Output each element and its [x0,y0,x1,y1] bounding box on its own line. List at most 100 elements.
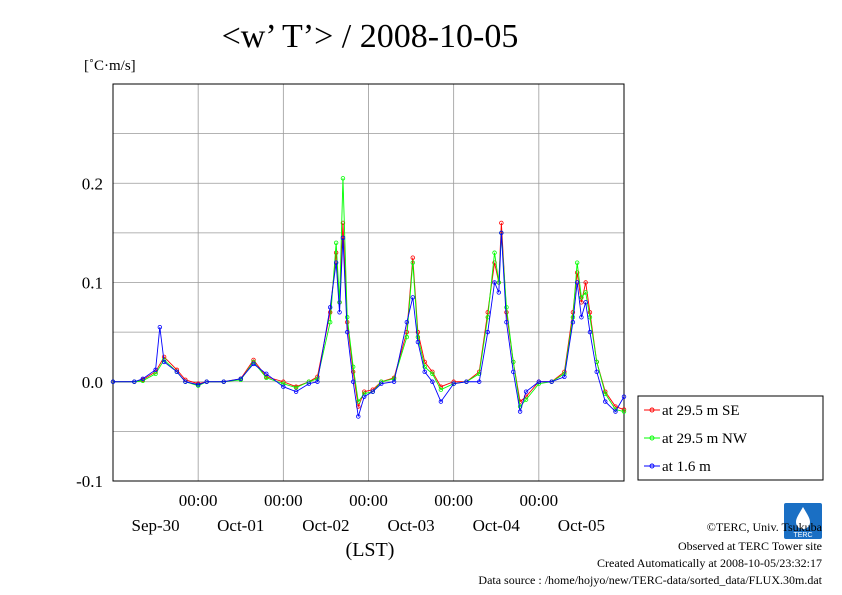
terc-logo: TERC [784,503,822,539]
data-point [570,320,576,325]
plot-frame [112,83,625,482]
data-point [281,384,286,389]
data-point [315,379,320,384]
data-point [132,379,137,384]
data-point [356,414,361,419]
data-point [415,339,421,345]
data-point [340,235,346,241]
data-point [579,295,584,300]
data-point [251,361,256,367]
legend-marker [649,435,655,441]
data-point [523,397,529,402]
data-point [438,387,444,392]
legend-marker [649,463,655,469]
data-point [306,381,312,386]
data-point [221,379,226,384]
footer-site: Observed at TERC Tower site [678,539,822,553]
data-point [587,310,593,315]
series-line [113,232,625,417]
data-point [504,320,509,325]
data-point [140,376,146,381]
y-tick-label: 0.1 [82,274,103,293]
x-tick-label: 00:00 [264,491,303,510]
data-point [583,300,588,305]
data-point [174,369,180,375]
legend-box [637,395,824,481]
data-point [238,376,243,381]
data-point [333,250,339,255]
day-label: Oct-05 [558,516,605,535]
legend-label: at 29.5 m SE [662,403,740,419]
data-point [477,379,482,384]
data-point [587,329,593,335]
data-point [562,374,567,379]
data-point [496,290,502,295]
data-point [161,359,167,365]
data-point [327,310,333,315]
logo-text: TERC [793,532,812,539]
water-drop-icon [796,507,810,529]
footer-credit: ©TERC, Univ. Tsukuba [707,520,823,534]
x-axis-day-labels: Sep-30 Oct-01 Oct-02 Oct-03 Oct-04 Oct-05 [131,516,605,535]
data-point [370,389,375,394]
data-point [204,379,209,384]
x-axis-label: (LST) [346,539,395,561]
data-point [281,381,286,386]
data-point [511,369,516,375]
data-point [422,369,427,375]
data-point [404,334,410,340]
data-point [410,260,415,265]
footer-source: Data source : /home/hojyo/new/TERC-data/… [478,573,822,587]
data-point [183,379,188,384]
y-tick-label: 0.0 [82,373,103,392]
data-point [621,409,627,414]
day-label: Sep-30 [131,516,179,535]
data-point [264,371,269,377]
day-label: Oct-01 [217,516,264,535]
data-point [333,240,339,245]
data-point [157,324,163,330]
data-point [536,379,542,384]
data-point [391,379,397,384]
data-point [153,367,158,373]
data-point [362,391,367,396]
data-point [404,320,410,325]
data-point [195,382,201,387]
data-point [422,359,427,365]
data-point [464,379,469,384]
footer-created: Created Automatically at 2008-10-05/23:3… [597,556,822,570]
data-point [583,290,588,295]
data-point [499,230,504,236]
data-point [110,379,116,384]
data-point [504,305,509,310]
data-point [327,320,333,325]
legend-marker [649,407,655,413]
data-point [603,391,608,396]
data-point [574,260,580,265]
x-tick-label: 00:00 [434,491,473,510]
data-point [410,295,415,300]
data-point [523,389,529,394]
data-point [345,315,350,320]
legend: at 29.5 m SE at 29.5 m NW at 1.6 m [637,395,824,481]
data-point [492,250,497,255]
legend-label: at 29.5 m NW [662,431,748,447]
data-point [583,280,588,285]
data-point [362,394,367,399]
data-point [549,379,554,384]
day-label: Oct-04 [473,516,521,535]
day-label: Oct-03 [387,516,434,535]
data-point [438,399,444,404]
data-point [410,255,415,260]
data-point [422,364,427,370]
y-axis-ticks: -0.1 0.0 0.1 0.2 [76,174,103,491]
y-tick-label: 0.2 [82,174,103,193]
legend-label: at 1.6 m [662,459,711,475]
data-point [574,280,580,285]
data-point [579,315,584,320]
data-point [594,369,599,375]
data-point [499,220,504,226]
data-point [621,394,627,399]
chart-title: <w’ T’> / 2008-10-05 [222,18,519,55]
